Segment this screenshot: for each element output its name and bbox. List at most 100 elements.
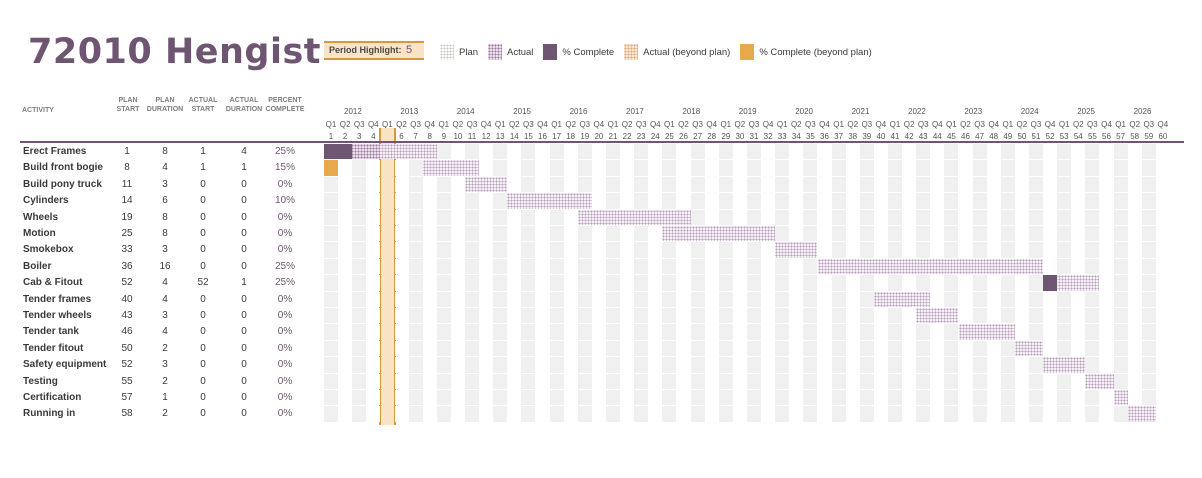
activity-name[interactable]: Build pony truck [23,178,102,190]
grid-cell [450,176,465,193]
grid-cell [408,226,423,242]
grid-cell [944,324,959,340]
activity-name[interactable]: Tender wheels [23,310,92,321]
grid-cell [1155,226,1170,242]
grid-cell [789,258,804,275]
period-number: 43 [918,132,928,141]
plan-bar[interactable] [662,226,776,242]
grid-cell [479,373,494,389]
quarter-label: Q1 [946,120,957,129]
grid-cell [324,340,339,357]
activity-name[interactable]: Build front bogie [23,162,103,174]
plan-bar[interactable] [1043,275,1100,291]
activity-name[interactable]: Tender frames [23,293,92,305]
plan-bar[interactable] [465,176,508,193]
grid-cell [465,226,480,242]
grid-cell [1099,193,1114,209]
activity-name[interactable]: Erect Frames [23,146,87,157]
activity-name[interactable]: Smokebox [23,244,74,256]
grid-cell [620,242,635,258]
grid-cell [986,226,1001,242]
grid-cell [394,242,409,258]
grid-cell [958,226,973,242]
grid-cell [747,275,762,291]
plan-bar[interactable] [916,308,959,324]
grid-cell [1014,160,1029,176]
grid-cell [352,340,367,357]
plan-bar[interactable] [1113,390,1128,406]
grid-cell [718,275,733,291]
period-number: 53 [1059,132,1069,141]
plan-bar[interactable] [422,160,480,176]
grid-cell [1099,275,1114,291]
complete-bar[interactable] [1043,275,1058,291]
plan-bar[interactable] [1127,406,1156,422]
grid-cell [549,373,564,389]
grid-cell [690,258,705,275]
actual-start: 0 [200,178,206,190]
grid-cell [352,258,367,275]
legend-item-actual-beyond: Actual (beyond plan) [624,44,730,60]
grid-cell [803,390,818,406]
grid-cell [676,160,691,176]
grid-cell [366,176,381,193]
activity-name[interactable]: Safety equipment [23,359,107,371]
grid-cell [817,193,832,209]
grid-cell [704,209,719,225]
period-number: 41 [890,132,900,141]
grid-cell [436,373,451,389]
grid-cell [789,226,804,242]
grid-cell [944,226,959,242]
grid-cell [324,357,339,373]
activity-name[interactable]: Wheels [23,211,59,223]
grid-cell [747,291,762,307]
grid-cell [775,160,790,176]
plan-start: 58 [121,408,133,420]
activity-name[interactable]: Cylinders [23,195,69,207]
grid-cell [1113,258,1128,275]
period-highlight-input[interactable]: Period Highlight: 5 [324,41,424,60]
plan-bar[interactable] [1043,357,1086,373]
grid-cell [1029,176,1044,193]
plan-bar[interactable] [507,193,592,209]
grid-cell [747,357,762,373]
activity-name[interactable]: Certification [23,392,82,403]
plan-bar[interactable] [1014,340,1044,357]
actual-duration: 1 [241,162,247,174]
complete-bar[interactable] [324,144,353,160]
activity-name[interactable]: Tender fitout [23,342,84,354]
grid-cell [493,258,508,275]
activity-name[interactable]: Tender tank [23,326,79,338]
plan-bar[interactable] [873,291,931,307]
grid-cell [747,373,762,389]
grid-cell [718,176,733,193]
grid-cell [690,193,705,209]
plan-bar[interactable] [775,242,818,258]
activity-name[interactable]: Motion [23,228,56,239]
plan-bar[interactable] [577,209,691,225]
quarter-label: Q3 [748,120,760,129]
complete-beyond-bar[interactable] [324,160,339,176]
grid-cell [338,373,353,389]
grid-cell [338,291,353,307]
grid-cell [662,340,677,357]
grid-cell [436,144,451,160]
plan-bar[interactable] [1085,373,1114,389]
plan-bar[interactable] [958,324,1015,340]
plan-bar[interactable] [817,258,1044,275]
grid-cell [944,275,959,291]
grid-cell [465,291,480,307]
grid-cell [1000,373,1015,389]
activity-name[interactable]: Boiler [23,260,52,272]
percent-complete: 0% [277,392,293,403]
activity-name[interactable]: Cab & Fitout [23,277,83,289]
grid-cell [1000,406,1015,422]
grid-cell [690,373,705,389]
grid-cell [549,209,564,225]
plan-duration: 2 [162,375,168,387]
activity-name[interactable]: Running in [23,408,76,420]
grid-cell [873,209,888,225]
activity-name[interactable]: Testing [23,375,58,387]
grid-cell [1155,308,1170,324]
percent-complete: 0% [277,244,293,256]
